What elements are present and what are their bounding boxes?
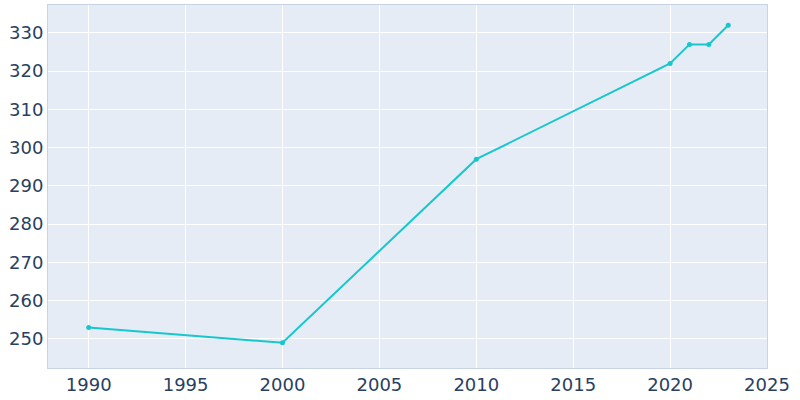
svg-text:300: 300 — [9, 137, 43, 158]
svg-text:2015: 2015 — [550, 374, 596, 395]
svg-text:270: 270 — [9, 252, 43, 273]
svg-text:1995: 1995 — [163, 374, 209, 395]
svg-text:2000: 2000 — [260, 374, 306, 395]
svg-text:2010: 2010 — [453, 374, 499, 395]
svg-text:250: 250 — [9, 328, 43, 349]
svg-text:2025: 2025 — [744, 374, 790, 395]
svg-text:2005: 2005 — [356, 374, 402, 395]
svg-text:2020: 2020 — [647, 374, 693, 395]
svg-text:1990: 1990 — [66, 374, 112, 395]
svg-text:330: 330 — [9, 22, 43, 43]
svg-text:290: 290 — [9, 175, 43, 196]
svg-text:320: 320 — [9, 60, 43, 81]
svg-text:280: 280 — [9, 213, 43, 234]
svg-text:260: 260 — [9, 290, 43, 311]
svg-text:310: 310 — [9, 99, 43, 120]
